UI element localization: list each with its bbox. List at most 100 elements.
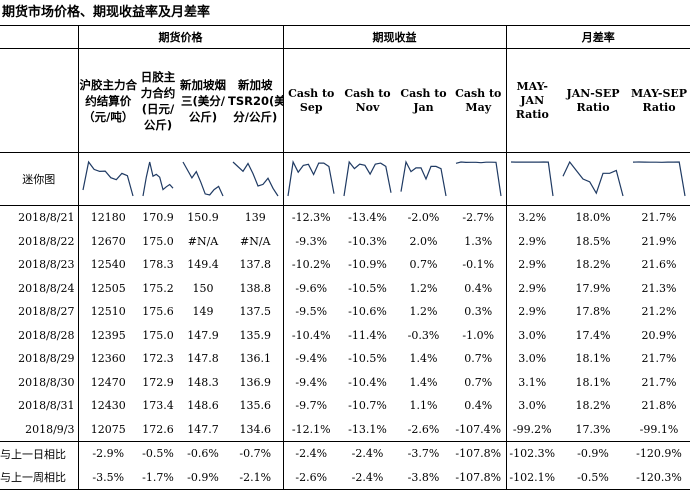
- change-cell: -3.8%: [396, 465, 451, 490]
- row-date: 2018/8/23: [0, 253, 79, 277]
- table-cell: 1.1%: [409, 399, 438, 413]
- table-cell: -10.5%: [348, 281, 387, 295]
- table-cell: 148.3: [187, 375, 219, 389]
- table-cell: 3.1%: [518, 375, 547, 389]
- change-cell: -0.9%: [558, 441, 628, 466]
- change-label: 与上一日相比: [0, 441, 79, 466]
- table-cell: 21.3%: [641, 281, 677, 295]
- table-cell: 18.2%: [575, 258, 611, 272]
- table-cell: -10.2%: [291, 258, 331, 272]
- row-date: 2018/9/3: [0, 417, 79, 442]
- group-basis: 期现收益: [283, 25, 507, 49]
- table-cell: 18.0%: [575, 211, 611, 225]
- sparkline-line: [562, 160, 624, 197]
- table-cell: 135.9: [228, 323, 284, 347]
- table-cell: 0.7%: [409, 258, 438, 272]
- table-cell: -10.7%: [348, 399, 387, 413]
- row-date: 2018/8/24: [0, 276, 79, 300]
- table-row: 2018/8/27 12510 175.6 149 137.5 -9.5% -10.6% 1.…: [0, 300, 690, 324]
- table-cell: 2.9%: [518, 305, 547, 319]
- col-header-cash-sep: Cash to Sep: [283, 48, 339, 153]
- change-cell: -107.8%: [451, 441, 507, 466]
- table-cell: 0.4%: [451, 394, 507, 418]
- table-cell: 18.2%: [575, 399, 611, 413]
- table-cell: -10.5%: [348, 352, 387, 366]
- change-cell: -2.6%: [283, 465, 339, 490]
- sparkline-line: [182, 161, 224, 197]
- table-cell: 3.0%: [518, 399, 547, 413]
- table-row: 2018/8/21 12180 170.9 150.9 139 -12.3% -13.4% -…: [0, 205, 690, 230]
- col-header-cash-jan: Cash to Jan: [396, 48, 451, 153]
- table-cell: 173.4: [142, 399, 174, 413]
- table-cell: 21.7%: [641, 352, 677, 366]
- table-cell: 12670: [90, 234, 126, 248]
- sparkline-line: [511, 161, 554, 197]
- column-header-row: 沪胶主力合约结算价（元/吨） 日胶主力合约(日元/公斤) 新加坡烟三(美分/公斤…: [0, 48, 691, 153]
- table-cell: 149.4: [187, 258, 219, 272]
- table-cell: 21.2%: [641, 305, 677, 319]
- sparkline-chart: [82, 160, 134, 197]
- group-header-row: 期货价格 期现收益 月差率: [0, 25, 691, 49]
- table-row: 2018/8/22 12670 175.0 #N/A #N/A -9.3% -10.3% 2.…: [0, 229, 690, 253]
- sparkline-row: 迷你图: [0, 152, 691, 206]
- table-cell: 134.6: [228, 417, 284, 442]
- table-cell: -10.3%: [348, 234, 387, 248]
- table-cell: #N/A: [228, 229, 284, 253]
- table-cell: 139: [228, 205, 284, 230]
- table-cell: 1.4%: [409, 375, 438, 389]
- table-cell: 175.0: [142, 234, 174, 248]
- table-cell: 147.7: [187, 422, 219, 436]
- table-cell: -0.3%: [407, 328, 440, 342]
- col-header-rss3: 新加坡烟三(美分/公斤): [178, 48, 228, 153]
- table-cell: 1.2%: [409, 281, 438, 295]
- row-date: 2018/8/28: [0, 323, 79, 347]
- table-row: 2018/8/23 12540 178.3 149.4 137.8 -10.2% -10.9…: [0, 253, 690, 277]
- change-cell: -2.4%: [339, 441, 396, 466]
- table-cell: -9.7%: [295, 399, 328, 413]
- sparkline-cell: [178, 152, 228, 206]
- change-cell: -3.7%: [396, 441, 451, 466]
- row-date: 2018/8/31: [0, 394, 79, 418]
- table-cell: 137.5: [228, 300, 284, 324]
- table-row: 2018/8/24 12505 175.2 150 138.8 -9.6% -10.5% 1.…: [0, 276, 690, 300]
- table-cell: 1.2%: [409, 305, 438, 319]
- sparkline-cell: [283, 152, 339, 206]
- table-cell: 172.3: [142, 352, 174, 366]
- sparkline-chart: [343, 160, 392, 197]
- change-cell: -102.3%: [506, 441, 558, 466]
- change-cell: -0.5%: [558, 465, 628, 490]
- table-cell: -13.4%: [348, 211, 387, 225]
- table-cell: -13.1%: [348, 422, 387, 436]
- table-cell: 136.1: [228, 347, 284, 371]
- table-cell: 21.6%: [641, 258, 677, 272]
- table-cell: 12505: [90, 281, 126, 295]
- sparkline-chart: [511, 161, 554, 197]
- table-cell: 12360: [90, 352, 126, 366]
- table-cell: 175.2: [142, 281, 174, 295]
- change-cell: -2.1%: [228, 465, 284, 490]
- table-cell: -9.6%: [295, 281, 328, 295]
- sparkline-cell: [628, 152, 691, 206]
- table-cell: 12470: [90, 375, 126, 389]
- table-cell: -9.4%: [295, 375, 328, 389]
- table-cell: 17.3%: [575, 422, 611, 436]
- sparkline-cell: [451, 152, 507, 206]
- sparkline-line: [455, 161, 502, 197]
- table-cell: -2.6%: [407, 422, 440, 436]
- change-cell: -120.3%: [628, 465, 691, 490]
- table-cell: -2.7%: [451, 205, 507, 230]
- col-header-tocom: 日胶主力合约(日元/公斤): [138, 48, 178, 153]
- table-cell: 2.9%: [518, 234, 547, 248]
- table-cell: -1.0%: [451, 323, 507, 347]
- table-cell: #N/A: [187, 234, 219, 248]
- table-cell: 175.6: [142, 305, 174, 319]
- table-cell: 147.8: [187, 352, 219, 366]
- row-date: 2018/8/29: [0, 347, 79, 371]
- table-cell: 0.7%: [451, 370, 507, 394]
- table-cell: 137.8: [228, 253, 284, 277]
- sparkline-line: [82, 160, 134, 197]
- col-header-may-sep: MAY-SEP Ratio: [628, 48, 691, 153]
- change-cell: -2.4%: [339, 465, 396, 490]
- table-cell: 150.9: [187, 211, 219, 225]
- table-cell: 3.0%: [518, 328, 547, 342]
